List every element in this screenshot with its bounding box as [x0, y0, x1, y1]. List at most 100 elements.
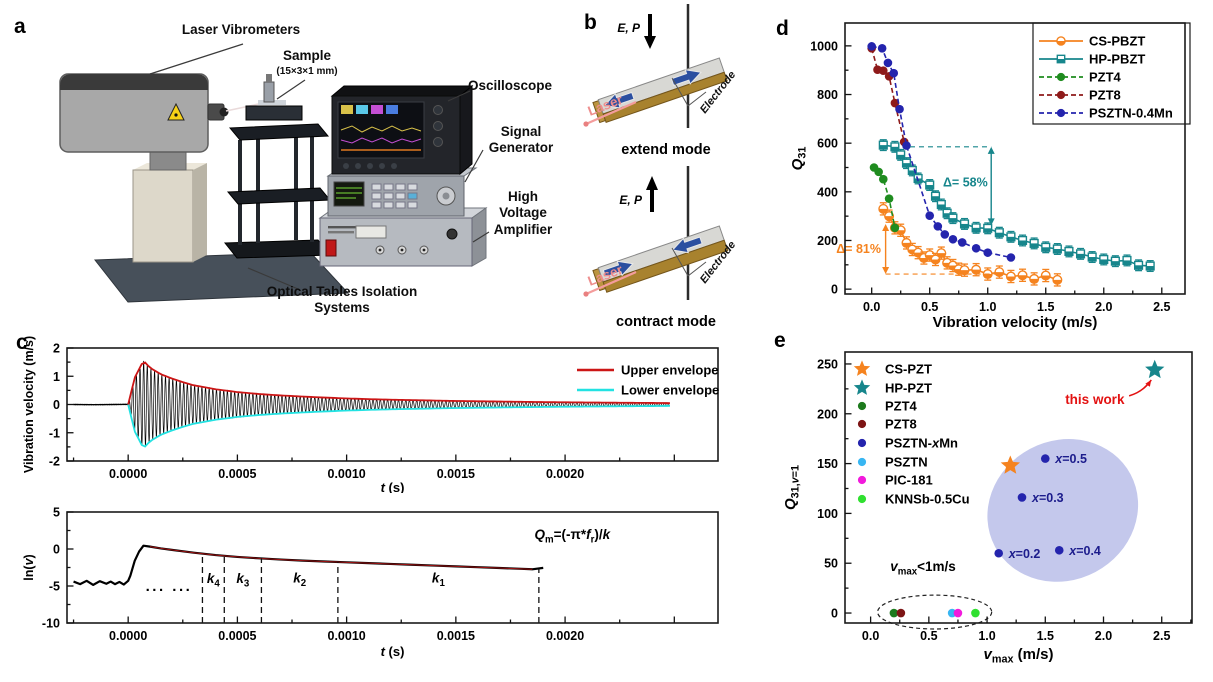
series-PSZTN-0.4Mn	[867, 42, 1016, 262]
svg-text:PSZTN-0.4Mn: PSZTN-0.4Mn	[1089, 106, 1173, 121]
chart-q31-vs-vmax: x=0.2 x=0.3 x=0.4 x=0.5 vmax<1m/s this work 0.…	[745, 330, 1213, 682]
svg-text:this work: this work	[1065, 392, 1125, 407]
x-axis-title: vmax (m/s)	[984, 646, 1054, 666]
svg-text:KNNSb-0.5Cu: KNNSb-0.5Cu	[885, 492, 970, 507]
svg-text:0.0: 0.0	[862, 629, 879, 643]
svg-text:1.0: 1.0	[978, 629, 995, 643]
panel-a-setup: Laser Vibrometers Sample (15×3×1 mm) Osc…	[0, 0, 585, 330]
svg-text:150: 150	[817, 457, 838, 471]
svg-text:Upper envelope: Upper envelope	[621, 363, 719, 378]
svg-text:5: 5	[53, 506, 60, 520]
setup-illustration	[59, 43, 490, 303]
svg-text:Δ= 81%: Δ= 81%	[836, 242, 881, 256]
sample-bar	[592, 57, 728, 124]
upper-envelope	[127, 361, 670, 405]
svg-text:-10: -10	[42, 617, 60, 631]
label-sample-size: (15×3×1 mm)	[276, 66, 338, 77]
svg-text:0.0000: 0.0000	[109, 467, 147, 481]
label-hv-amplifier: High Voltage Amplifier	[493, 189, 553, 237]
chart-c_top-svg: 0.0000 0.0005 0.0010 0.0015 0.0020 -2 -1 0 1 2 t (…	[22, 336, 719, 493]
hv-amplifier-instrument	[318, 207, 488, 267]
svg-text:x=0.2: x=0.2	[1008, 547, 1041, 561]
series-HP-PZT	[1145, 359, 1165, 379]
waveform	[73, 360, 671, 447]
plot-box	[844, 351, 1193, 624]
label-sample: Sample	[282, 48, 332, 63]
legend: CS-PBZT HP-PBZT PZT4 PZT8 PSZTN-0.4Mn	[1032, 22, 1191, 125]
chart-q31-vs-velocity: Δ= 58% Δ= 81% 0.0 0.5 1.0 1.5 2.0 2.5 0 200 400 600…	[745, 0, 1213, 330]
svg-text:PZT8: PZT8	[885, 417, 917, 432]
svg-text:PIC-181: PIC-181	[885, 473, 933, 488]
series-KNNSb-0.5Cu	[971, 608, 980, 618]
svg-text:800: 800	[817, 88, 838, 102]
svg-text:CS-PZT: CS-PZT	[885, 362, 932, 377]
chart-c_bottom-svg: k4 k3 k2 k1 ... ... Qm=(-π*fr)/k 0.0000 0.0005 0…	[22, 506, 719, 659]
leader-lines	[149, 43, 490, 290]
svg-text:400: 400	[817, 185, 838, 199]
svg-text:x=0.3: x=0.3	[1031, 491, 1064, 505]
legend: Upper envelope Lower envelope	[577, 363, 719, 398]
svg-text:1.5: 1.5	[1037, 300, 1054, 314]
svg-text:0: 0	[831, 607, 838, 621]
legend: CS-PZT HP-PZT PZT4 PZT8 PSZTN-xMn PSZTN PIC-18…	[853, 360, 970, 507]
x-axis-title: t (s)	[381, 644, 405, 659]
sample-bar	[592, 225, 729, 293]
svg-text:... ...: ... ...	[146, 578, 193, 595]
svg-text:0.5: 0.5	[921, 300, 938, 314]
svg-text:250: 250	[817, 357, 838, 371]
svg-text:Δ= 58%: Δ= 58%	[943, 175, 988, 189]
svg-text:PZT4: PZT4	[1089, 70, 1122, 85]
svg-text:50: 50	[824, 557, 838, 571]
svg-text:0.5: 0.5	[920, 629, 937, 643]
svg-text:0: 0	[53, 398, 60, 412]
vibrometer-pedestal	[132, 147, 207, 263]
svg-text:0: 0	[53, 543, 60, 557]
power-switch	[325, 239, 337, 257]
sample-stage-tower	[223, 74, 332, 259]
contract-mode-diagram: E, P Laser Electrode contract mode	[583, 166, 738, 330]
svg-text:200: 200	[817, 407, 838, 421]
svg-text:1.5: 1.5	[1037, 629, 1054, 643]
series-PSZTN-xMn: x=0.2 x=0.3 x=0.4 x=0.5	[994, 452, 1101, 561]
svg-text:PZT8: PZT8	[1089, 88, 1121, 103]
chart-d-svg: Δ= 58% Δ= 81% 0.0 0.5 1.0 1.5 2.0 2.5 0 200 400 600…	[789, 22, 1191, 330]
y-axis-title: ln(v)	[22, 554, 36, 580]
signal-generator-instrument	[326, 167, 478, 217]
y-axis-title: Q31,v=1	[782, 465, 802, 510]
label-optical-tables: Optical Tables Isolation Systems	[266, 284, 418, 316]
series-CS-PBZT	[878, 202, 1063, 287]
label-signal-generator: Signal Generator	[488, 124, 554, 156]
panel-b-modes: E, P Laser Electrode extend mode E, P La…	[578, 2, 745, 330]
contract-mode-label: contract mode	[616, 314, 716, 330]
svg-text:HP-PZT: HP-PZT	[885, 381, 932, 396]
svg-text:k4: k4	[207, 571, 221, 590]
svg-text:PSZTN: PSZTN	[885, 455, 928, 470]
panel-letter-b: b	[584, 11, 597, 34]
y-axis-title: Q31	[789, 147, 809, 171]
svg-text:600: 600	[817, 137, 838, 151]
svg-text:0.0005: 0.0005	[218, 629, 256, 643]
laser-beam	[585, 100, 637, 126]
series-CS-PZT	[1000, 455, 1020, 474]
svg-text:-1: -1	[49, 426, 60, 440]
svg-text:1: 1	[53, 370, 60, 384]
extend-mode-label: extend mode	[621, 142, 710, 158]
svg-text:0.0010: 0.0010	[328, 467, 366, 481]
svg-text:x=0.5: x=0.5	[1054, 452, 1087, 466]
highlight-ellipse	[987, 439, 1139, 582]
svg-text:2.0: 2.0	[1095, 300, 1112, 314]
svg-text:1000: 1000	[810, 39, 838, 53]
x-axis-title: Vibration velocity (m/s)	[933, 314, 1098, 330]
chart-ln-v-time: k4 k3 k2 k1 ... ... Qm=(-π*fr)/k 0.0000 0.0005 0…	[20, 497, 730, 682]
laser-warning-icon	[167, 102, 185, 121]
svg-text:PSZTN-xMn: PSZTN-xMn	[885, 436, 958, 451]
svg-text:PZT4: PZT4	[885, 399, 918, 414]
svg-text:k1: k1	[432, 570, 446, 589]
strain-arrow-left-icon	[602, 260, 634, 278]
svg-text:CS-PBZT: CS-PBZT	[1089, 34, 1145, 49]
svg-text:k3: k3	[236, 571, 250, 590]
field-label: E, P	[617, 21, 641, 35]
field-label: E, P	[619, 193, 643, 207]
y-axis-title: Vibration velocity (m/s)	[22, 336, 36, 473]
